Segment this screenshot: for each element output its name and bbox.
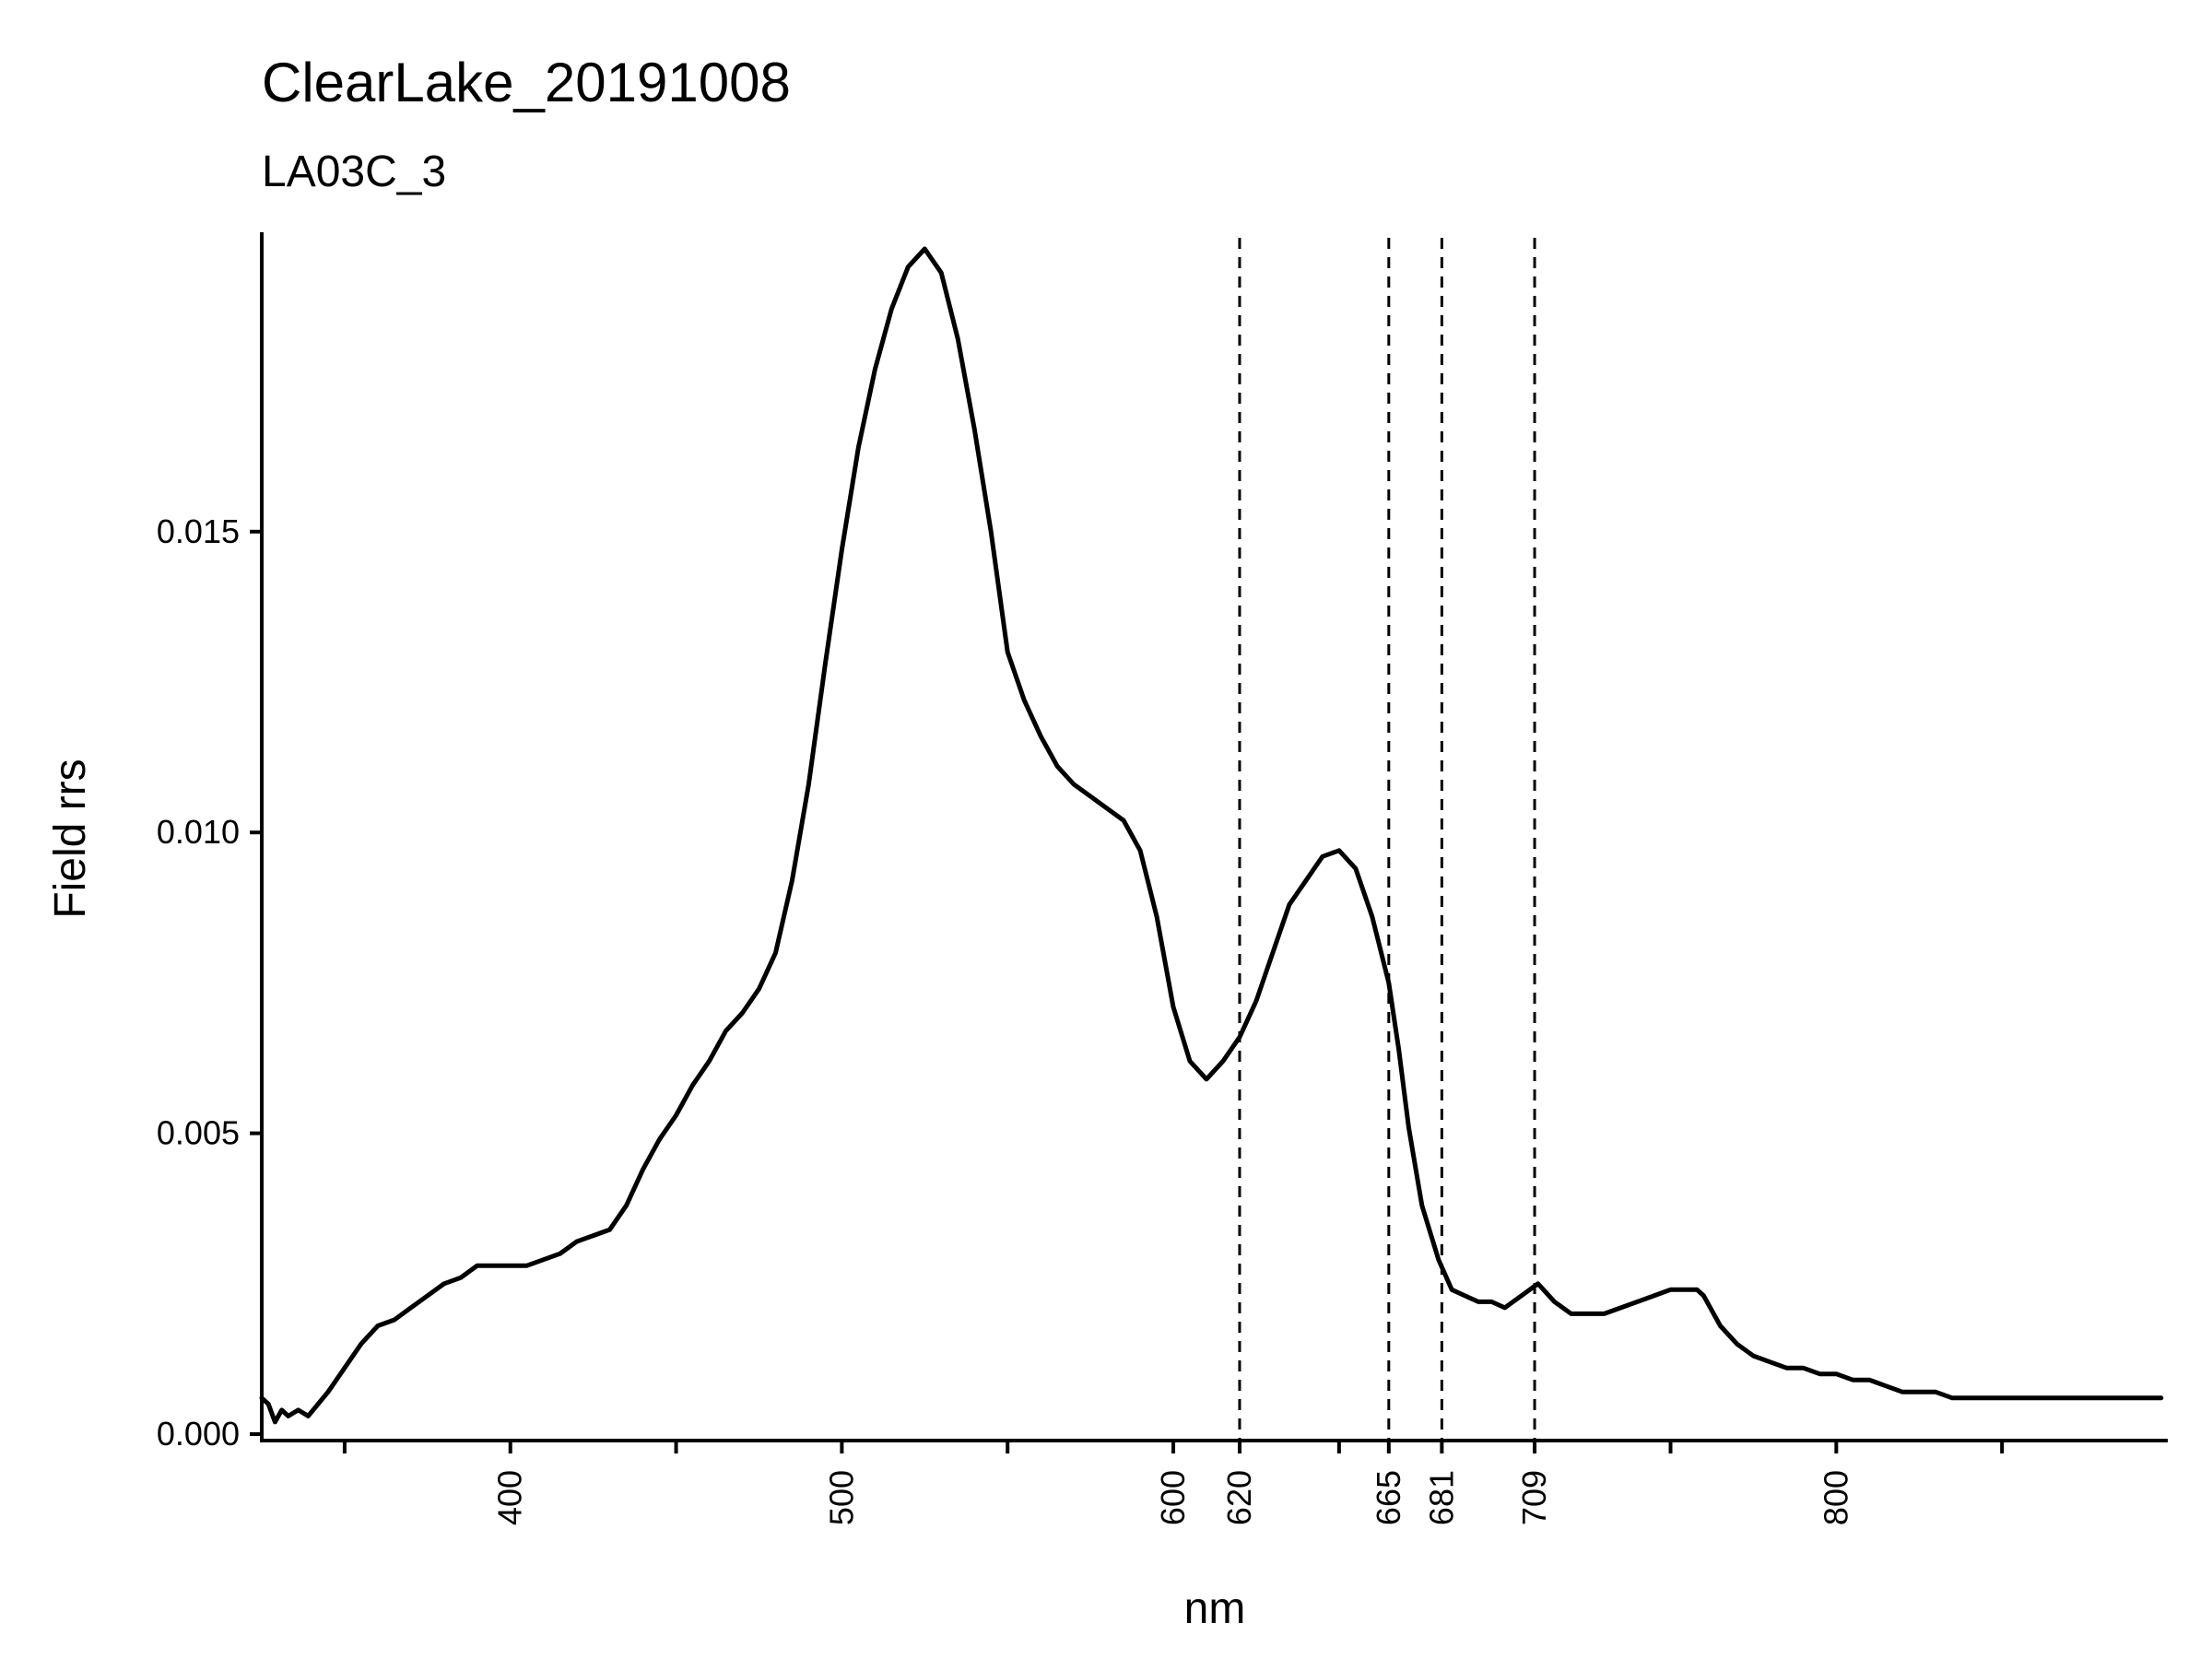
y-tick-label: 0.015 — [157, 512, 240, 550]
x-tick-label: 665 — [1370, 1470, 1407, 1525]
x-tick-label: 800 — [1817, 1470, 1854, 1525]
x-tick-label: 681 — [1422, 1470, 1460, 1525]
x-tick-label: 500 — [822, 1470, 860, 1525]
chart-title: ClearLake_20191008 — [262, 52, 791, 113]
y-axis-title: Field rrs — [46, 759, 95, 918]
y-axis-ticks: 0.000 0.005 0.010 0.015 — [157, 512, 262, 1453]
x-tick-label: 620 — [1220, 1470, 1258, 1525]
rrs-series-line — [259, 246, 2164, 1425]
x-axis-title: nm — [1184, 1584, 1246, 1633]
y-tick-label: 0.010 — [157, 813, 240, 851]
y-tick-label: 0.005 — [157, 1114, 240, 1152]
y-tick-label: 0.000 — [157, 1415, 240, 1453]
reference-lines — [1238, 238, 1536, 1441]
x-axis-ticks: 400 500 600 620 665 681 709 800 — [342, 1441, 2005, 1525]
x-tick-label: 400 — [491, 1470, 529, 1525]
chart-subtitle: LA03C_3 — [262, 147, 446, 196]
x-tick-label: 709 — [1515, 1470, 1553, 1525]
x-tick-label: 600 — [1154, 1470, 1192, 1525]
